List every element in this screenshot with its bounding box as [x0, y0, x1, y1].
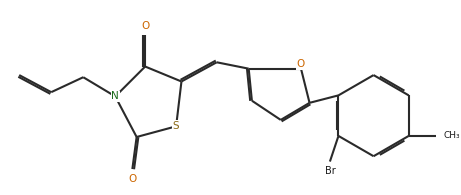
Text: O: O	[128, 174, 136, 184]
Text: Br: Br	[325, 166, 335, 176]
Text: O: O	[297, 59, 305, 69]
Text: N: N	[112, 91, 119, 101]
Text: CH₃: CH₃	[444, 131, 461, 140]
Text: O: O	[141, 21, 149, 31]
Text: S: S	[173, 121, 179, 131]
